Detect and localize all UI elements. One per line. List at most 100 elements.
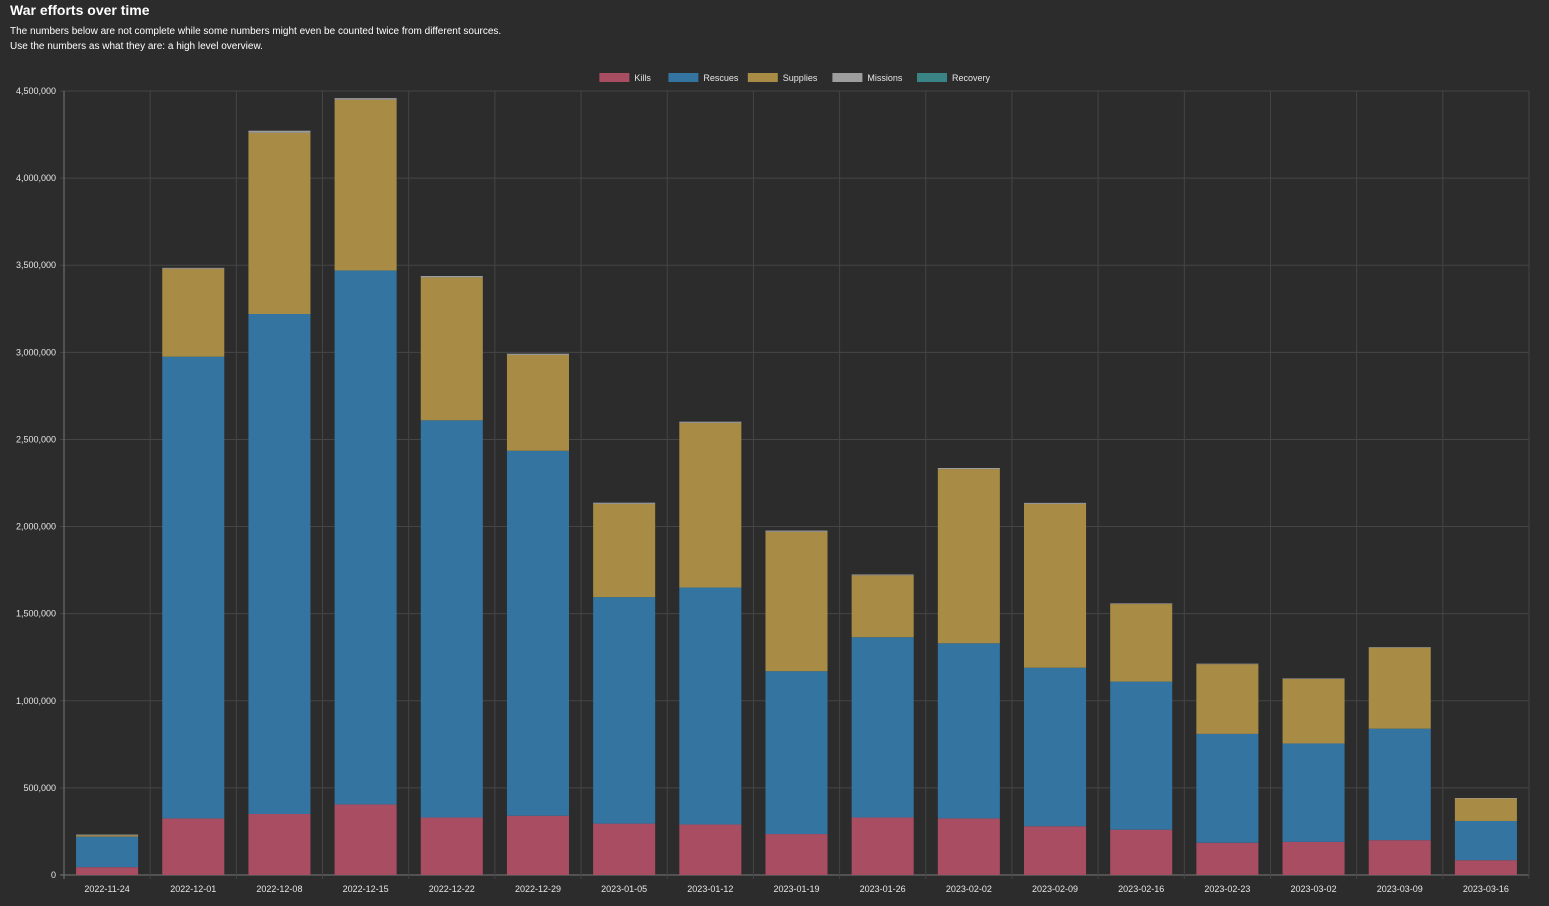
bar-missions-2022-12-29[interactable]: [506, 353, 569, 355]
bar-kills-2022-11-24[interactable]: [76, 867, 139, 875]
bar-rescues-2023-03-16[interactable]: [1454, 820, 1517, 861]
bar-missions-2022-12-15[interactable]: [334, 98, 397, 100]
legend-label-missions: Missions: [867, 73, 903, 83]
bar-rescues-2022-12-08[interactable]: [248, 314, 311, 815]
bar-kills-2023-02-16[interactable]: [1110, 829, 1173, 875]
bar-rescues-2023-02-23[interactable]: [1196, 733, 1259, 843]
legend-item-supplies[interactable]: Supplies: [747, 73, 818, 83]
legend-item-rescues[interactable]: Rescues: [668, 73, 739, 83]
bar-kills-2022-12-08[interactable]: [248, 814, 311, 875]
bar-missions-2023-02-02[interactable]: [937, 468, 1000, 470]
y-tick-label: 4,500,000: [16, 86, 56, 96]
bar-supplies-2023-02-09[interactable]: [1024, 503, 1087, 668]
y-tick-label: 1,500,000: [16, 609, 56, 619]
bar-missions-2022-12-22[interactable]: [420, 276, 483, 278]
axis-layer: 0 500,000 1,000,000 1,500,000 2,000,000 2,500…: [16, 86, 1509, 894]
legend-item-missions[interactable]: Missions: [832, 73, 903, 83]
bar-kills-2022-12-01[interactable]: [162, 818, 225, 875]
bar-rescues-2023-03-02[interactable]: [1282, 743, 1345, 842]
bar-missions-2023-01-05[interactable]: [593, 502, 656, 504]
bar-missions-2022-11-24[interactable]: [76, 834, 139, 836]
bar-rescues-2022-12-01[interactable]: [162, 356, 225, 819]
bar-kills-2023-02-23[interactable]: [1196, 842, 1259, 875]
bar-kills-2023-01-05[interactable]: [593, 823, 656, 875]
bar-missions-2023-01-12[interactable]: [679, 421, 742, 423]
bar-kills-2022-12-29[interactable]: [506, 815, 569, 875]
bar-kills-2023-03-16[interactable]: [1454, 860, 1517, 875]
y-tick-label: 1,000,000: [16, 696, 56, 706]
bar-missions-2023-01-26[interactable]: [851, 574, 914, 576]
bar-rescues-2023-01-26[interactable]: [851, 637, 914, 818]
x-tick-label: 2023-02-23: [1204, 884, 1250, 894]
bar-kills-2023-01-19[interactable]: [765, 834, 828, 875]
x-tick-label: 2023-01-12: [687, 884, 733, 894]
chart-note-line-1: The numbers below are not complete while…: [10, 26, 502, 37]
x-tick-label: 2023-01-26: [860, 884, 906, 894]
bar-missions-2023-03-02[interactable]: [1282, 678, 1345, 679]
bar-missions-2023-02-23[interactable]: [1196, 663, 1259, 665]
bar-kills-2023-01-26[interactable]: [851, 817, 914, 875]
bar-kills-2022-12-22[interactable]: [420, 817, 483, 875]
bar-supplies-2023-01-19[interactable]: [765, 531, 828, 672]
bar-supplies-2023-02-02[interactable]: [937, 469, 1000, 644]
bar-rescues-2023-02-02[interactable]: [937, 643, 1000, 819]
bar-rescues-2023-03-09[interactable]: [1368, 728, 1431, 841]
x-tick-label: 2022-11-24: [84, 884, 129, 894]
x-tick-label: 2023-03-09: [1377, 884, 1423, 894]
bar-supplies-2022-12-08[interactable]: [248, 132, 311, 315]
x-tick-label: 2023-03-02: [1291, 884, 1337, 894]
legend-item-kills[interactable]: Kills: [599, 73, 651, 83]
x-tick-label: 2023-02-09: [1032, 884, 1078, 894]
bar-missions-2022-12-01[interactable]: [162, 267, 225, 269]
legend-label-rescues: Rescues: [703, 73, 739, 83]
legend: Kills Rescues Supplies Missions Recovery: [599, 73, 991, 83]
bar-rescues-2022-12-15[interactable]: [334, 270, 397, 805]
bar-kills-2022-12-15[interactable]: [334, 804, 397, 875]
bar-rescues-2022-12-29[interactable]: [506, 450, 569, 816]
bar-supplies-2023-01-26[interactable]: [851, 575, 914, 638]
bar-rescues-2022-12-22[interactable]: [420, 420, 483, 818]
bar-missions-2022-12-08[interactable]: [248, 130, 311, 133]
y-tick-label: 2,500,000: [16, 434, 56, 444]
x-tick-label: 2023-02-16: [1118, 884, 1164, 894]
bar-missions-2023-02-16[interactable]: [1110, 603, 1173, 605]
bar-supplies-2022-11-24[interactable]: [76, 835, 139, 837]
x-tick-label: 2023-01-19: [773, 884, 819, 894]
x-tick-label: 2022-12-01: [170, 884, 216, 894]
bar-kills-2023-02-02[interactable]: [937, 818, 1000, 875]
bar-kills-2023-03-02[interactable]: [1282, 841, 1345, 875]
bar-missions-2023-03-09[interactable]: [1368, 647, 1431, 648]
bar-missions-2023-01-19[interactable]: [765, 530, 828, 532]
x-tick-label: 2023-01-05: [601, 884, 647, 894]
bar-supplies-2023-03-16[interactable]: [1454, 798, 1517, 821]
bar-rescues-2023-01-05[interactable]: [593, 597, 656, 824]
bar-kills-2023-01-12[interactable]: [679, 824, 742, 875]
bar-supplies-2023-02-23[interactable]: [1196, 664, 1259, 734]
bar-supplies-2022-12-01[interactable]: [162, 268, 225, 357]
legend-swatch-supplies: [747, 73, 778, 82]
bar-kills-2023-02-09[interactable]: [1024, 826, 1087, 875]
bar-supplies-2023-01-05[interactable]: [593, 503, 656, 598]
bar-rescues-2023-02-16[interactable]: [1110, 681, 1173, 830]
bar-missions-2023-02-09[interactable]: [1024, 502, 1087, 504]
bar-rescues-2023-01-12[interactable]: [679, 587, 742, 825]
bar-supplies-2023-03-02[interactable]: [1282, 679, 1345, 744]
bar-rescues-2023-02-09[interactable]: [1024, 667, 1087, 827]
bar-supplies-2022-12-15[interactable]: [334, 99, 397, 271]
bar-supplies-2023-03-09[interactable]: [1368, 647, 1431, 729]
y-tick-label: 2,000,000: [16, 522, 56, 532]
bar-supplies-2023-01-12[interactable]: [679, 422, 742, 588]
x-tick-label: 2022-12-29: [515, 884, 561, 894]
y-tick-label: 3,000,000: [16, 347, 56, 357]
bar-supplies-2022-12-22[interactable]: [420, 277, 483, 421]
chart-note-line-2: Use the numbers as what they are: a high…: [10, 41, 263, 52]
legend-item-recovery[interactable]: Recovery: [917, 73, 991, 83]
bar-kills-2023-03-09[interactable]: [1368, 840, 1431, 875]
bar-supplies-2023-02-16[interactable]: [1110, 604, 1173, 682]
bar-supplies-2022-12-29[interactable]: [506, 354, 569, 451]
bar-rescues-2022-11-24[interactable]: [76, 836, 139, 868]
bar-layer: [76, 98, 1517, 875]
bar-rescues-2023-01-19[interactable]: [765, 671, 828, 835]
bar-missions-2023-03-16[interactable]: [1454, 797, 1517, 799]
